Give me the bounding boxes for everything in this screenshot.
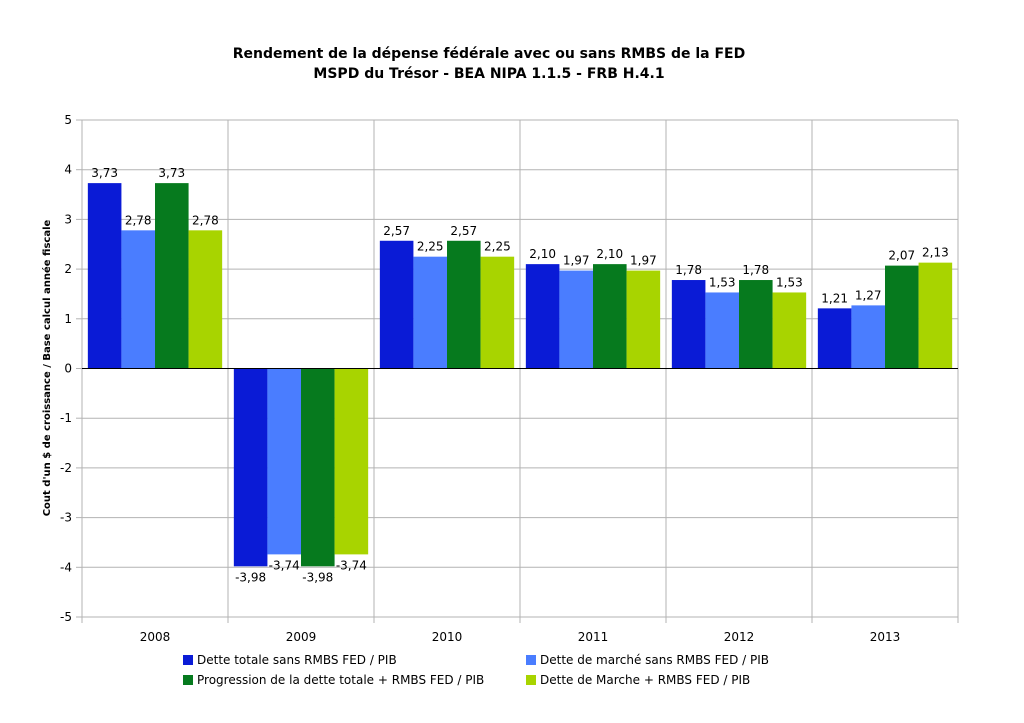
legend: Dette totale sans RMBS FED / PIB Dette de… [183, 653, 769, 687]
x-tick-label: 2013 [870, 630, 901, 644]
bars [87, 183, 953, 567]
bar [626, 270, 661, 369]
bar [447, 240, 481, 369]
data-label: 2,10 [529, 247, 556, 261]
bar [817, 308, 852, 369]
bar [851, 305, 885, 369]
y-tick-label: -2 [60, 461, 72, 475]
x-tick-label: 2008 [140, 630, 171, 644]
legend-label: Progression de la dette totale + RMBS FE… [197, 673, 484, 687]
gridlines [81, 119, 959, 623]
chart-subtitle: MSPD du Trésor - BEA NIPA 1.1.5 - FRB H.… [313, 66, 664, 82]
bar [334, 368, 369, 555]
bar [155, 183, 189, 369]
bar [705, 292, 739, 369]
bar [739, 280, 773, 369]
data-label: 1,78 [675, 263, 702, 277]
data-label: 1,21 [821, 291, 848, 305]
data-label: 2,25 [484, 240, 511, 254]
bar [188, 230, 223, 369]
legend-label: Dette totale sans RMBS FED / PIB [197, 653, 397, 667]
bar [121, 230, 155, 369]
data-label: 2,25 [417, 240, 444, 254]
axes: 5 4 3 2 1 0 -1 -2 -3 -4 -5 2008 2009 2010 2011 2012 2013 [60, 113, 958, 644]
data-label: -3,74 [269, 558, 300, 572]
bar [559, 270, 593, 369]
data-label: 2,10 [596, 247, 623, 261]
y-tick-label: -4 [60, 560, 72, 574]
data-labels: 3,732,783,732,78-3,98-3,74-3,98-3,742,57… [91, 166, 948, 584]
legend-label: Dette de Marche + RMBS FED / PIB [540, 673, 750, 687]
legend-swatch [183, 655, 193, 665]
data-label: 3,73 [91, 166, 118, 180]
data-label: 2,57 [383, 224, 410, 238]
data-label: -3,98 [302, 570, 333, 584]
y-tick-label: 2 [64, 262, 72, 276]
bar [379, 240, 414, 369]
y-axis-label: Cout d'un $ de croissance / Base calcul … [41, 219, 53, 516]
data-label: 2,78 [125, 213, 152, 227]
y-tick-label: 4 [64, 163, 72, 177]
y-tick-label: 5 [64, 113, 72, 127]
bar [885, 265, 919, 369]
x-tick-label: 2011 [578, 630, 609, 644]
data-label: 1,97 [563, 254, 590, 268]
y-tick-label: -5 [60, 610, 72, 624]
bar [772, 292, 807, 369]
bar [593, 264, 627, 369]
bar [480, 256, 515, 369]
data-label: 1,27 [855, 288, 882, 302]
data-label: -3,74 [336, 558, 367, 572]
data-label: 2,07 [888, 249, 915, 263]
y-tick-label: -1 [60, 411, 72, 425]
data-label: 1,53 [709, 275, 736, 289]
y-tick-label: -3 [60, 511, 72, 525]
bar [267, 368, 301, 555]
legend-label: Dette de marché sans RMBS FED / PIB [540, 653, 769, 667]
bar [233, 368, 268, 567]
data-label: -3,98 [235, 570, 266, 584]
data-label: 1,97 [630, 254, 657, 268]
bar [413, 256, 447, 369]
chart-title: Rendement de la dépense fédérale avec ou… [233, 46, 745, 62]
y-tick-label: 1 [64, 312, 72, 326]
bar [671, 280, 706, 369]
data-label: 2,13 [922, 246, 949, 260]
bar [525, 264, 560, 369]
x-tick-label: 2009 [286, 630, 317, 644]
data-label: 1,53 [776, 275, 803, 289]
y-tick-label: 0 [64, 362, 72, 376]
bar [301, 368, 335, 567]
data-label: 2,57 [450, 224, 477, 238]
y-tick-label: 3 [64, 212, 72, 226]
x-tick-label: 2012 [724, 630, 755, 644]
data-label: 1,78 [742, 263, 769, 277]
legend-swatch [183, 675, 193, 685]
x-tick-label: 2010 [432, 630, 463, 644]
data-label: 3,73 [158, 166, 185, 180]
legend-swatch [526, 675, 536, 685]
bar [918, 262, 953, 369]
bar [87, 183, 122, 369]
legend-swatch [526, 655, 536, 665]
data-label: 2,78 [192, 213, 219, 227]
